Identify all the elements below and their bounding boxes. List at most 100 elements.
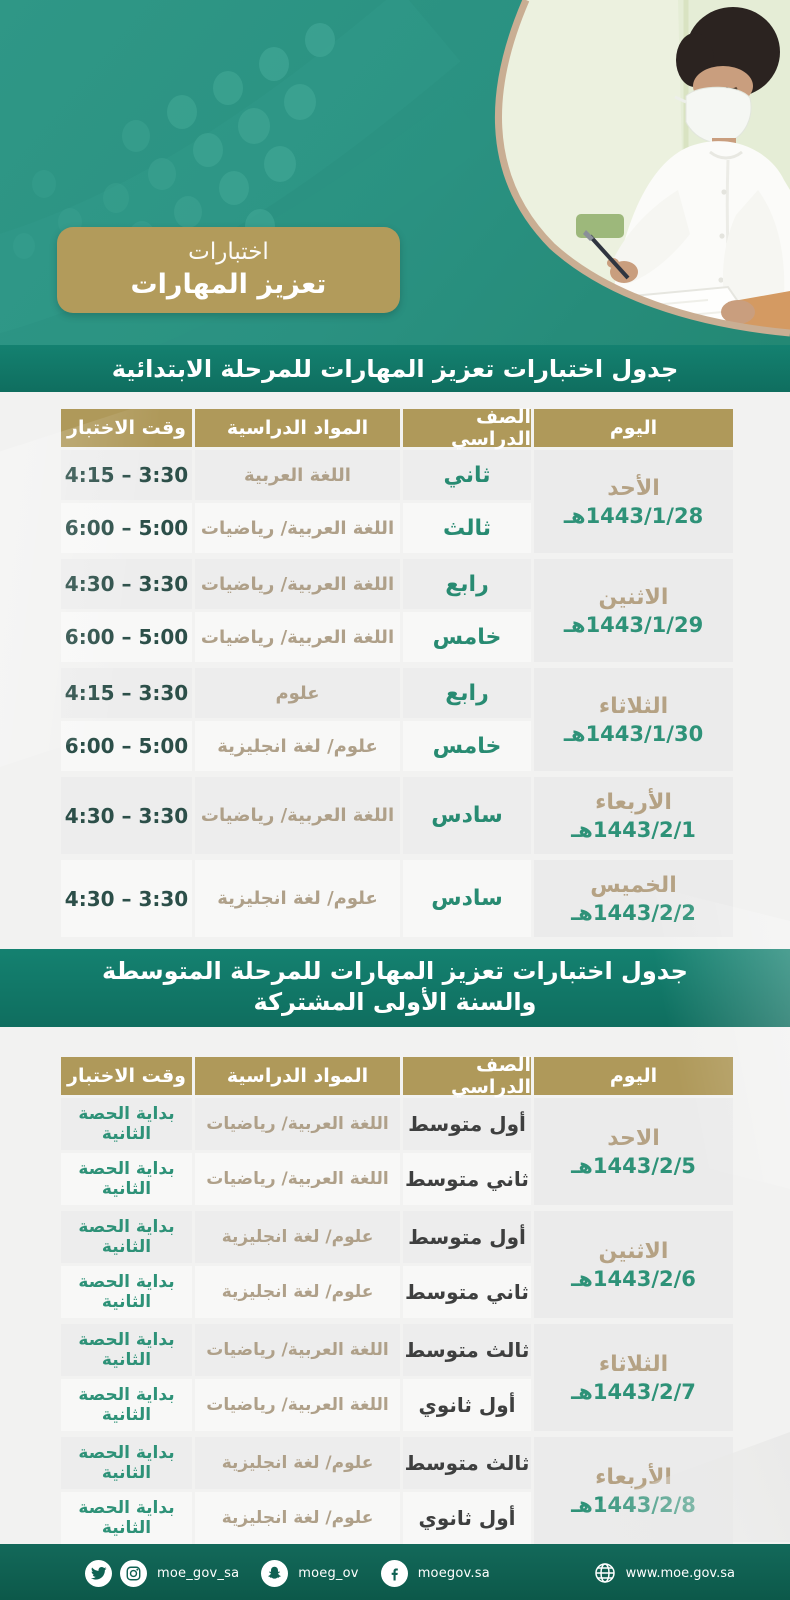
- subject-cell: اللغة العربية/ رياضيات: [195, 777, 400, 854]
- time-cell: 4:30 – 3:30: [61, 777, 192, 854]
- subject-cell: علوم/ لغة انجليزية: [195, 1266, 400, 1318]
- time-cell: بداية الحصة الثانية: [61, 1324, 192, 1376]
- day-date: 1443/2/6هـ: [571, 1266, 696, 1291]
- time-cell: 6:00 – 5:00: [61, 721, 192, 771]
- subject-cell: علوم/ لغة انجليزية: [195, 1492, 400, 1544]
- twitter-icon: [85, 1559, 112, 1587]
- section-title-text-line1: جدول اختبارات تعزيز المهارات للمرحلة الم…: [102, 957, 688, 985]
- grade-cell: ثاني متوسط: [403, 1153, 531, 1205]
- day-date: 1443/2/2هـ: [571, 900, 696, 925]
- grade-cell: رابع: [403, 668, 531, 718]
- grade-cell: ثاني: [403, 450, 531, 500]
- day-name: الاحد: [607, 1125, 660, 1151]
- globe-icon: [593, 1561, 617, 1585]
- grade-cell: رابع: [403, 559, 531, 609]
- day-date: 1443/2/7هـ: [571, 1379, 696, 1404]
- facebook-handle: moegov.sa: [417, 1565, 490, 1581]
- subject-cell: اللغة العربية/ رياضيات: [195, 1379, 400, 1431]
- day-cell: الأحد 1443/1/28هـ: [534, 450, 733, 553]
- day-name: الأربعاء: [595, 789, 672, 815]
- subject-cell: علوم/ لغة انجليزية: [195, 860, 400, 937]
- table-body: الأحد 1443/1/28هـ ثاني اللغة العربية 4:15 – …: [61, 450, 733, 937]
- subject-cell: علوم/ لغة انجليزية: [195, 1211, 400, 1263]
- time-cell: بداية الحصة الثانية: [61, 1492, 192, 1544]
- day-group: الأربعاء 1443/2/8هـ ثالث متوسط علوم/ لغة ان…: [61, 1437, 733, 1544]
- day-group: الخميس 1443/2/2هـ سادس علوم/ لغة انجليزية 4:…: [61, 860, 733, 937]
- grade-cell: أول ثانوي: [403, 1492, 531, 1544]
- grade-cell: سادس: [403, 777, 531, 854]
- day-date: 1443/2/8هـ: [571, 1492, 696, 1517]
- day-name: الاثنين: [598, 1238, 669, 1264]
- subject-cell: علوم/ لغة انجليزية: [195, 721, 400, 771]
- time-cell: بداية الحصة الثانية: [61, 1266, 192, 1318]
- day-cell: الأربعاء 1443/2/1هـ: [534, 777, 733, 854]
- day-group: الثلاثاء 1443/1/30هـ رابع علوم 4:15 – 3:30 خا…: [61, 668, 733, 771]
- day-date: 1443/2/1هـ: [571, 817, 696, 842]
- column-header-grade: الصف الدراسي: [403, 1054, 531, 1098]
- footer-bar: moe_gov_sa moeg_ov moegov.sa www.moe.go: [0, 1544, 790, 1600]
- schedule-table-intermediate: اليوم الصف الدراسي المواد الدراسية وقت ا…: [61, 1054, 733, 1544]
- day-name: الأربعاء: [595, 1464, 672, 1490]
- day-name: الأحد: [607, 475, 660, 501]
- grade-cell: أول متوسط: [403, 1211, 531, 1263]
- column-header-time: وقت الاختبار: [61, 1057, 192, 1095]
- day-cell: الاثنين 1443/1/29هـ: [534, 559, 733, 662]
- website-link: www.moe.gov.sa: [593, 1561, 735, 1585]
- subject-cell: علوم: [195, 668, 400, 718]
- day-cell: الأربعاء 1443/2/8هـ: [534, 1437, 733, 1544]
- social-links: moe_gov_sa moeg_ov moegov.sa: [85, 1559, 512, 1587]
- table-header-row: اليوم الصف الدراسي المواد الدراسية وقت ا…: [61, 406, 733, 450]
- subject-cell: اللغة العربية/ رياضيات: [195, 1153, 400, 1205]
- time-cell: بداية الحصة الثانية: [61, 1098, 192, 1150]
- subject-cell: اللغة العربية/ رياضيات: [195, 503, 400, 553]
- subject-cell: علوم/ لغة انجليزية: [195, 1437, 400, 1489]
- column-header-day: اليوم: [534, 409, 733, 447]
- subject-cell: اللغة العربية/ رياضيات: [195, 612, 400, 662]
- badge-title: تعزيز المهارات: [130, 268, 327, 300]
- column-header-subjects: المواد الدراسية: [195, 1057, 400, 1095]
- day-cell: الثلاثاء 1443/2/7هـ: [534, 1324, 733, 1431]
- day-date: 1443/1/28هـ: [563, 503, 704, 528]
- time-cell: 6:00 – 5:00: [61, 503, 192, 553]
- time-cell: 4:15 – 3:30: [61, 668, 192, 718]
- day-group: الثلاثاء 1443/2/7هـ ثالث متوسط اللغة العربي…: [61, 1324, 733, 1431]
- day-cell: الاحد 1443/2/5هـ: [534, 1098, 733, 1205]
- subject-cell: اللغة العربية/ رياضيات: [195, 1098, 400, 1150]
- time-cell: 6:00 – 5:00: [61, 612, 192, 662]
- instagram-icon: [120, 1559, 147, 1587]
- time-cell: 4:30 – 3:30: [61, 860, 192, 937]
- day-group: الأربعاء 1443/2/1هـ سادس اللغة العربية/ ريا…: [61, 777, 733, 854]
- grade-cell: أول متوسط: [403, 1098, 531, 1150]
- column-header-time: وقت الاختبار: [61, 409, 192, 447]
- day-date: 1443/1/30هـ: [563, 721, 704, 746]
- day-name: الثلاثاء: [598, 693, 669, 719]
- column-header-subjects: المواد الدراسية: [195, 409, 400, 447]
- day-name: الاثنين: [598, 584, 669, 610]
- grade-cell: ثالث: [403, 503, 531, 553]
- website-url: www.moe.gov.sa: [625, 1565, 735, 1581]
- hero-header: اختبارات تعزيز المهارات: [0, 0, 790, 345]
- column-header-day: اليوم: [534, 1057, 733, 1095]
- grade-cell: ثالث متوسط: [403, 1437, 531, 1489]
- day-name: الثلاثاء: [598, 1351, 669, 1377]
- day-group: الاثنين 1443/2/6هـ أول متوسط علوم/ لغة انجل…: [61, 1211, 733, 1318]
- day-date: 1443/1/29هـ: [563, 612, 704, 637]
- snapchat-icon: [261, 1559, 289, 1587]
- time-cell: بداية الحصة الثانية: [61, 1211, 192, 1263]
- schedule-table-primary: اليوم الصف الدراسي المواد الدراسية وقت ا…: [61, 406, 733, 937]
- time-cell: 4:30 – 3:30: [61, 559, 192, 609]
- time-cell: بداية الحصة الثانية: [61, 1153, 192, 1205]
- student-photo: [495, 0, 790, 337]
- subject-cell: اللغة العربية/ رياضيات: [195, 559, 400, 609]
- time-cell: بداية الحصة الثانية: [61, 1437, 192, 1489]
- section-title-primary: جدول اختبارات تعزيز المهارات للمرحلة الا…: [0, 345, 790, 392]
- day-group: الاثنين 1443/1/29هـ رابع اللغة العربية/ ريا…: [61, 559, 733, 662]
- grade-cell: أول ثانوي: [403, 1379, 531, 1431]
- table-header-row: اليوم الصف الدراسي المواد الدراسية وقت ا…: [61, 1054, 733, 1098]
- time-cell: 4:15 – 3:30: [61, 450, 192, 500]
- subject-cell: اللغة العربية: [195, 450, 400, 500]
- grade-cell: ثالث متوسط: [403, 1324, 531, 1376]
- day-name: الخميس: [590, 872, 677, 898]
- grade-cell: خامس: [403, 612, 531, 662]
